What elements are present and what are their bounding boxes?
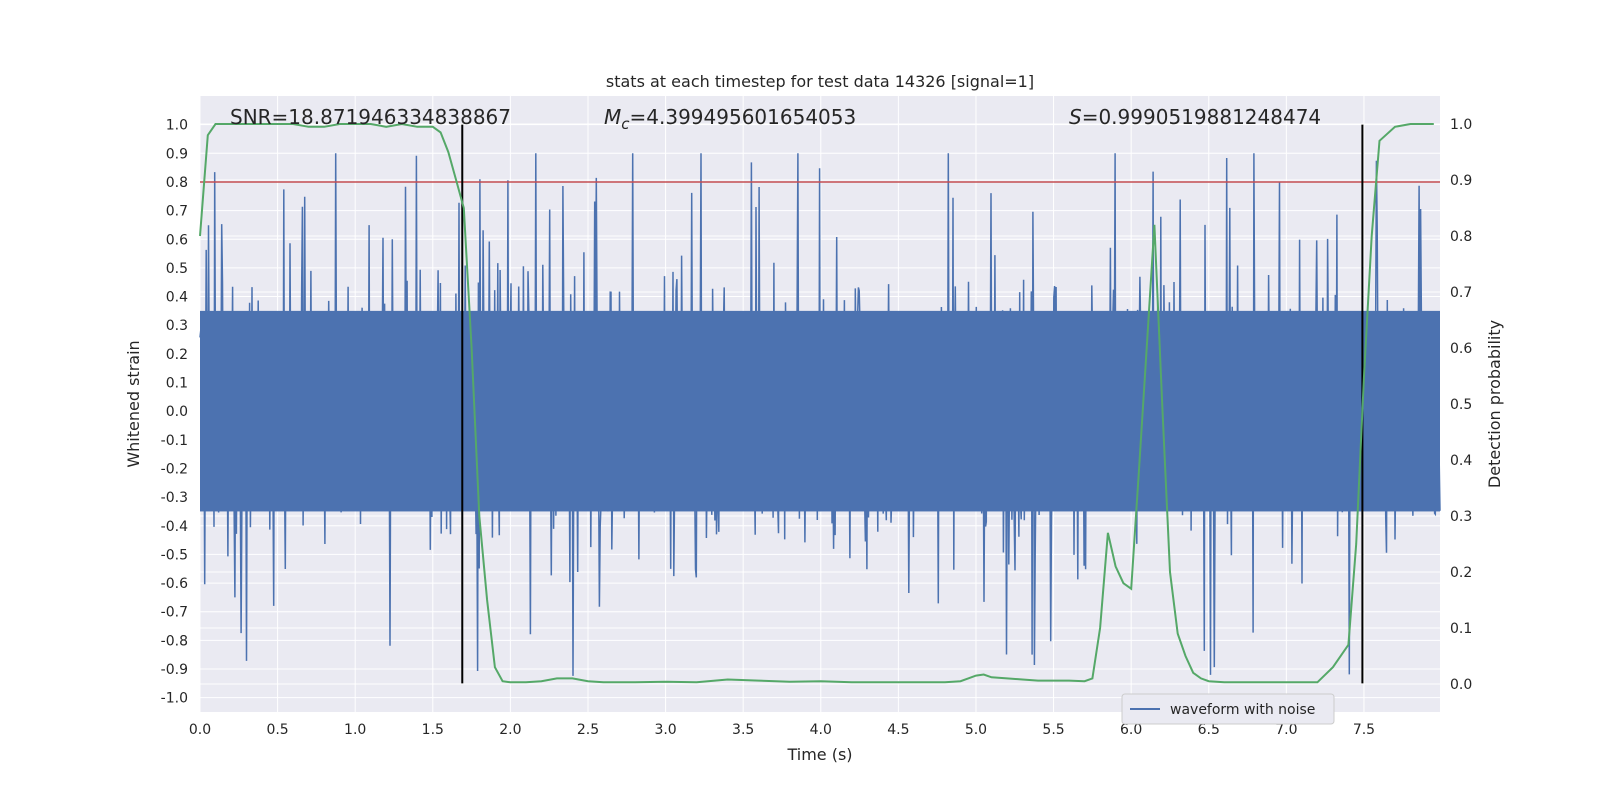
y-tick-label-right: 0.4 [1450,453,1472,469]
y-tick-label-left: 0.7 [166,204,188,220]
noise-series [199,153,1441,676]
noise-waveform-band [200,310,1440,512]
x-tick-label: 1.0 [344,722,366,738]
x-tick-label: 5.5 [1042,722,1064,738]
y-tick-label-left: 0.8 [166,175,188,191]
detection-probability-line [199,122,1434,684]
legend: waveform with noise [1121,693,1335,725]
y-tick-label-right: 0.6 [1450,341,1472,357]
x-tick-label: 7.5 [1353,722,1375,738]
y-tick-label-left: -0.8 [161,633,188,649]
s-annotation: S=0.9990519881248474 [1069,105,1321,129]
y-tick-label-left: -0.1 [161,433,188,449]
y-tick-label-left: -1.0 [161,691,188,707]
x-tick-label: 0.5 [266,722,288,738]
x-tick-label: 7.0 [1275,722,1297,738]
y-tick-label-left: -0.3 [161,490,188,506]
y-tick-label-right: 0.3 [1450,509,1472,525]
x-tick-label: 1.5 [422,722,444,738]
x-tick-label: 2.0 [499,722,521,738]
x-tick-label: 6.5 [1198,722,1220,738]
y-tick-label-left: 0.9 [166,146,188,162]
y-tick-label-right: 0.0 [1450,677,1472,693]
y-tick-label-left: 1.0 [166,118,188,134]
x-tick-label: 2.5 [577,722,599,738]
y-tick-label-right: 0.2 [1450,565,1472,581]
y-tick-label-left: 0.1 [166,376,188,392]
y-tick-label-left: 0.6 [166,232,188,248]
y-axis-label-right: Detection probability [1485,320,1504,488]
y-tick-label-left: 0.3 [166,318,188,334]
y-tick-label-left: -0.7 [161,605,188,621]
y-tick-label-left: 0.0 [166,404,188,420]
x-tick-label: 0.0 [189,722,211,738]
x-tick-label: 4.0 [810,722,832,738]
y-tick-label-left: 0.5 [166,261,188,277]
y-tick-label-left: -0.9 [161,662,188,678]
overlay [199,122,1440,684]
y-tick-label-left: -0.2 [161,461,188,477]
x-axis-label: Time (s) [786,745,852,764]
y-axis-label-left: Whitened strain [124,340,143,467]
y-tick-label-left: 0.4 [166,290,188,306]
x-tick-label: 6.0 [1120,722,1142,738]
y-tick-label-right: 1.0 [1450,117,1472,133]
legend-box [1121,693,1335,725]
y-tick-label-left: -0.5 [161,547,188,563]
mc-annotation: Mc=4.399495601654053 [604,105,856,133]
x-tick-label: 3.0 [654,722,676,738]
y-tick-label-left: 0.2 [166,347,188,363]
y-tick-label-right: 0.1 [1450,621,1472,637]
ticks: 0.0 0.5 1.0 1.5 2.0 2.5 3.0 3.5 4.0 4.5 5.0 5.5 6.0 6… [161,117,1473,738]
y-tick-label-right: 0.8 [1450,229,1472,245]
y-tick-label-left: -0.6 [161,576,188,592]
y-tick-label-left: -0.4 [161,519,188,535]
legend-label: waveform with noise [1170,702,1315,718]
x-tick-label: 5.0 [965,722,987,738]
x-tick-label: 4.5 [887,722,909,738]
y-tick-label-right: 0.5 [1450,397,1472,413]
y-tick-label-right: 0.9 [1450,173,1472,189]
y-tick-label-right: 0.7 [1450,285,1472,301]
x-tick-label: 3.5 [732,722,754,738]
snr-annotation: SNR=18.871946334838867 [230,105,511,129]
chart-title: stats at each timestep for test data 143… [606,72,1034,91]
